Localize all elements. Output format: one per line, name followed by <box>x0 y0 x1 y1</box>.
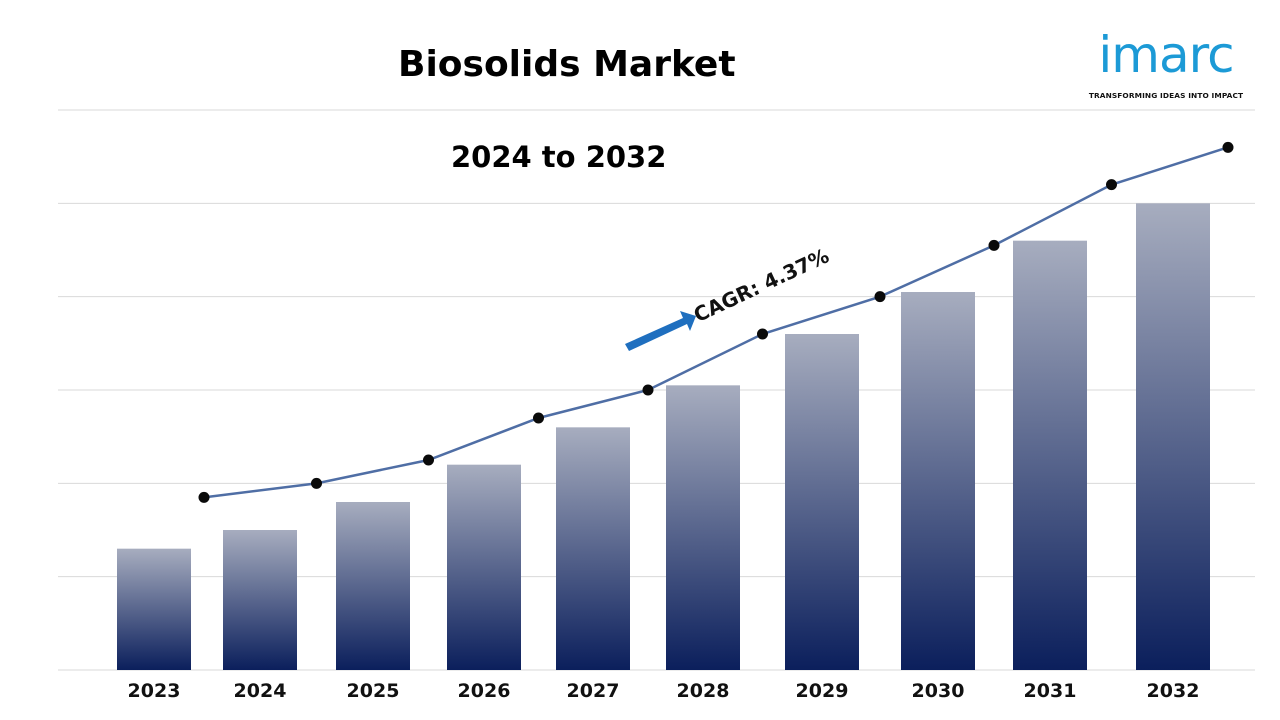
chart-subtitle: 2024 to 2032 <box>451 140 667 174</box>
trend-marker-2031 <box>1106 179 1117 191</box>
x-axis-labels: 2023 2024 2025 2026 2027 2028 2029 2030 2031 2032 <box>128 680 1200 702</box>
trend-marker-2030 <box>988 239 1000 251</box>
imarc-logo: imarc TRANSFORMING IDEAS INTO IMPACT <box>1080 30 1252 104</box>
x-tick-label: 2030 <box>912 680 965 702</box>
bar-2027 <box>556 427 630 670</box>
trend-marker-2032 <box>1222 141 1234 153</box>
bar-2024 <box>223 530 297 670</box>
x-tick-label: 2025 <box>347 680 400 702</box>
bar-2032 <box>1136 203 1210 671</box>
x-tick-label: 2032 <box>1147 680 1200 702</box>
trend-marker-2024 <box>311 477 322 489</box>
x-tick-label: 2026 <box>458 680 511 702</box>
chart-title: Biosolids Market <box>398 44 736 85</box>
cagr-arrow-icon <box>625 311 696 351</box>
trend-marker-2026 <box>533 412 544 424</box>
trend-marker-2027 <box>642 384 654 396</box>
right-arrow-icon <box>625 311 696 351</box>
trend-marker-2023 <box>198 491 210 503</box>
x-tick-label: 2028 <box>677 680 730 702</box>
bars <box>117 203 1210 671</box>
bar-2029 <box>785 334 859 670</box>
trend-marker-2028 <box>757 328 768 340</box>
bar-2030 <box>901 292 975 670</box>
bar-2028 <box>666 385 740 670</box>
x-tick-label: 2027 <box>567 680 620 702</box>
trend-marker-2025 <box>423 454 434 466</box>
logo-tagline: TRANSFORMING IDEAS INTO IMPACT <box>1088 91 1244 100</box>
bar-2023 <box>117 548 191 670</box>
x-tick-label: 2029 <box>796 680 849 702</box>
x-tick-label: 2031 <box>1024 680 1077 702</box>
trend-marker-2029 <box>874 291 886 303</box>
trend-line <box>198 141 1234 503</box>
bar-2025 <box>336 502 410 670</box>
bar-2026 <box>447 464 521 670</box>
trend-line-path <box>203 146 1229 499</box>
bar-2031 <box>1013 240 1087 670</box>
logo-wordmark: imarc <box>1098 26 1234 84</box>
x-tick-label: 2024 <box>234 680 287 702</box>
x-tick-label: 2023 <box>128 680 181 702</box>
